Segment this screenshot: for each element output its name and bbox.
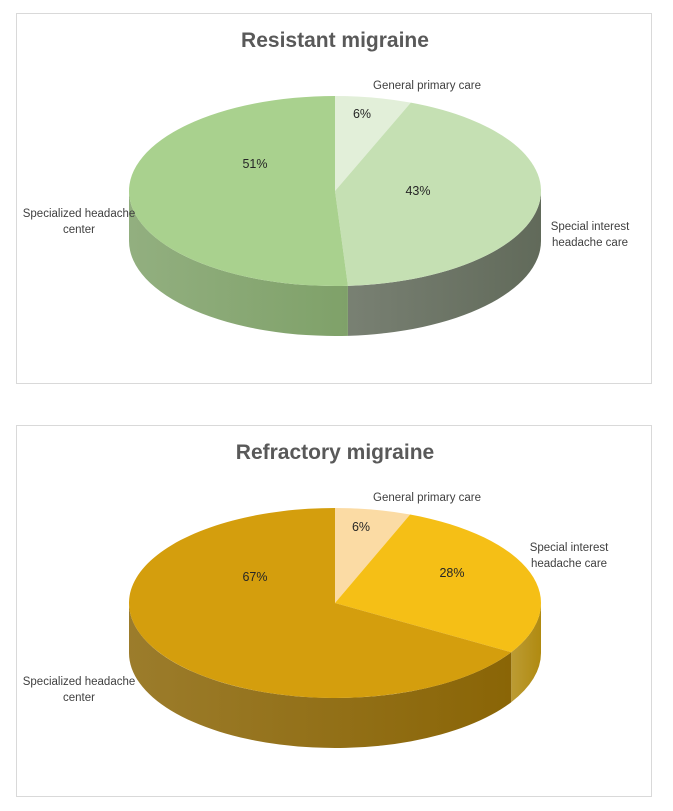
category-label: Specialized headache center: [23, 208, 136, 236]
data-label: 67%: [242, 570, 267, 584]
pie-slice-refractory-2: [335, 514, 542, 653]
chart-title: Resistant migraine: [241, 29, 429, 52]
pie-slice-refractory-3: [129, 508, 512, 698]
chart-panel-resistant: Resistant migraine 6% 43% 51% General primar…: [16, 13, 652, 384]
category-label: General primary care: [373, 80, 481, 92]
pie-side-refractory-3: [129, 603, 512, 748]
pie-chart-refractory: Refractory migraine 6% 28% 67% General prima…: [23, 441, 609, 748]
category-label: General primary care: [373, 492, 481, 504]
category-label: Specialized headache center: [23, 676, 136, 704]
chart-title: Refractory migraine: [236, 441, 434, 464]
category-label: Special interest headache care: [551, 221, 630, 249]
data-label: 28%: [439, 566, 464, 580]
pie-slice-refractory-1: [335, 508, 411, 603]
pie-slice-resistant-1: [335, 96, 411, 191]
pie-side-resistant-2: [347, 191, 541, 336]
data-label: 6%: [352, 520, 370, 534]
data-label: 43%: [405, 184, 430, 198]
chart-panel-refractory: Refractory migraine 6% 28% 67% General prima…: [16, 425, 652, 797]
pie-side-resistant-3: [129, 191, 348, 336]
category-label: Special interest headache care: [530, 542, 609, 570]
pie-chart-resistant: Resistant migraine 6% 43% 51% General primar…: [23, 29, 630, 336]
pie-slice-resistant-2: [335, 102, 541, 286]
pie-slice-resistant-3: [128, 96, 348, 286]
data-label: 51%: [242, 157, 267, 171]
data-label: 6%: [353, 107, 371, 121]
pie-side-refractory-2: [511, 603, 541, 703]
